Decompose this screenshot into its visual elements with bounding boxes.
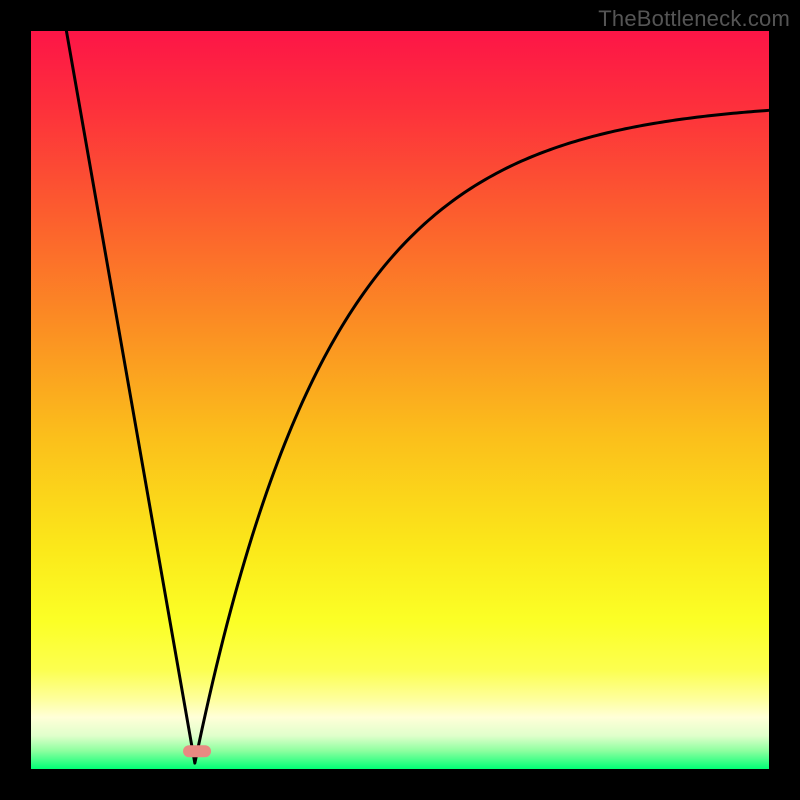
target-marker <box>183 745 211 757</box>
chart-root: TheBottleneck.com <box>0 0 800 800</box>
plot-background <box>31 31 769 769</box>
watermark-text: TheBottleneck.com <box>598 6 790 32</box>
chart-svg <box>0 0 800 800</box>
